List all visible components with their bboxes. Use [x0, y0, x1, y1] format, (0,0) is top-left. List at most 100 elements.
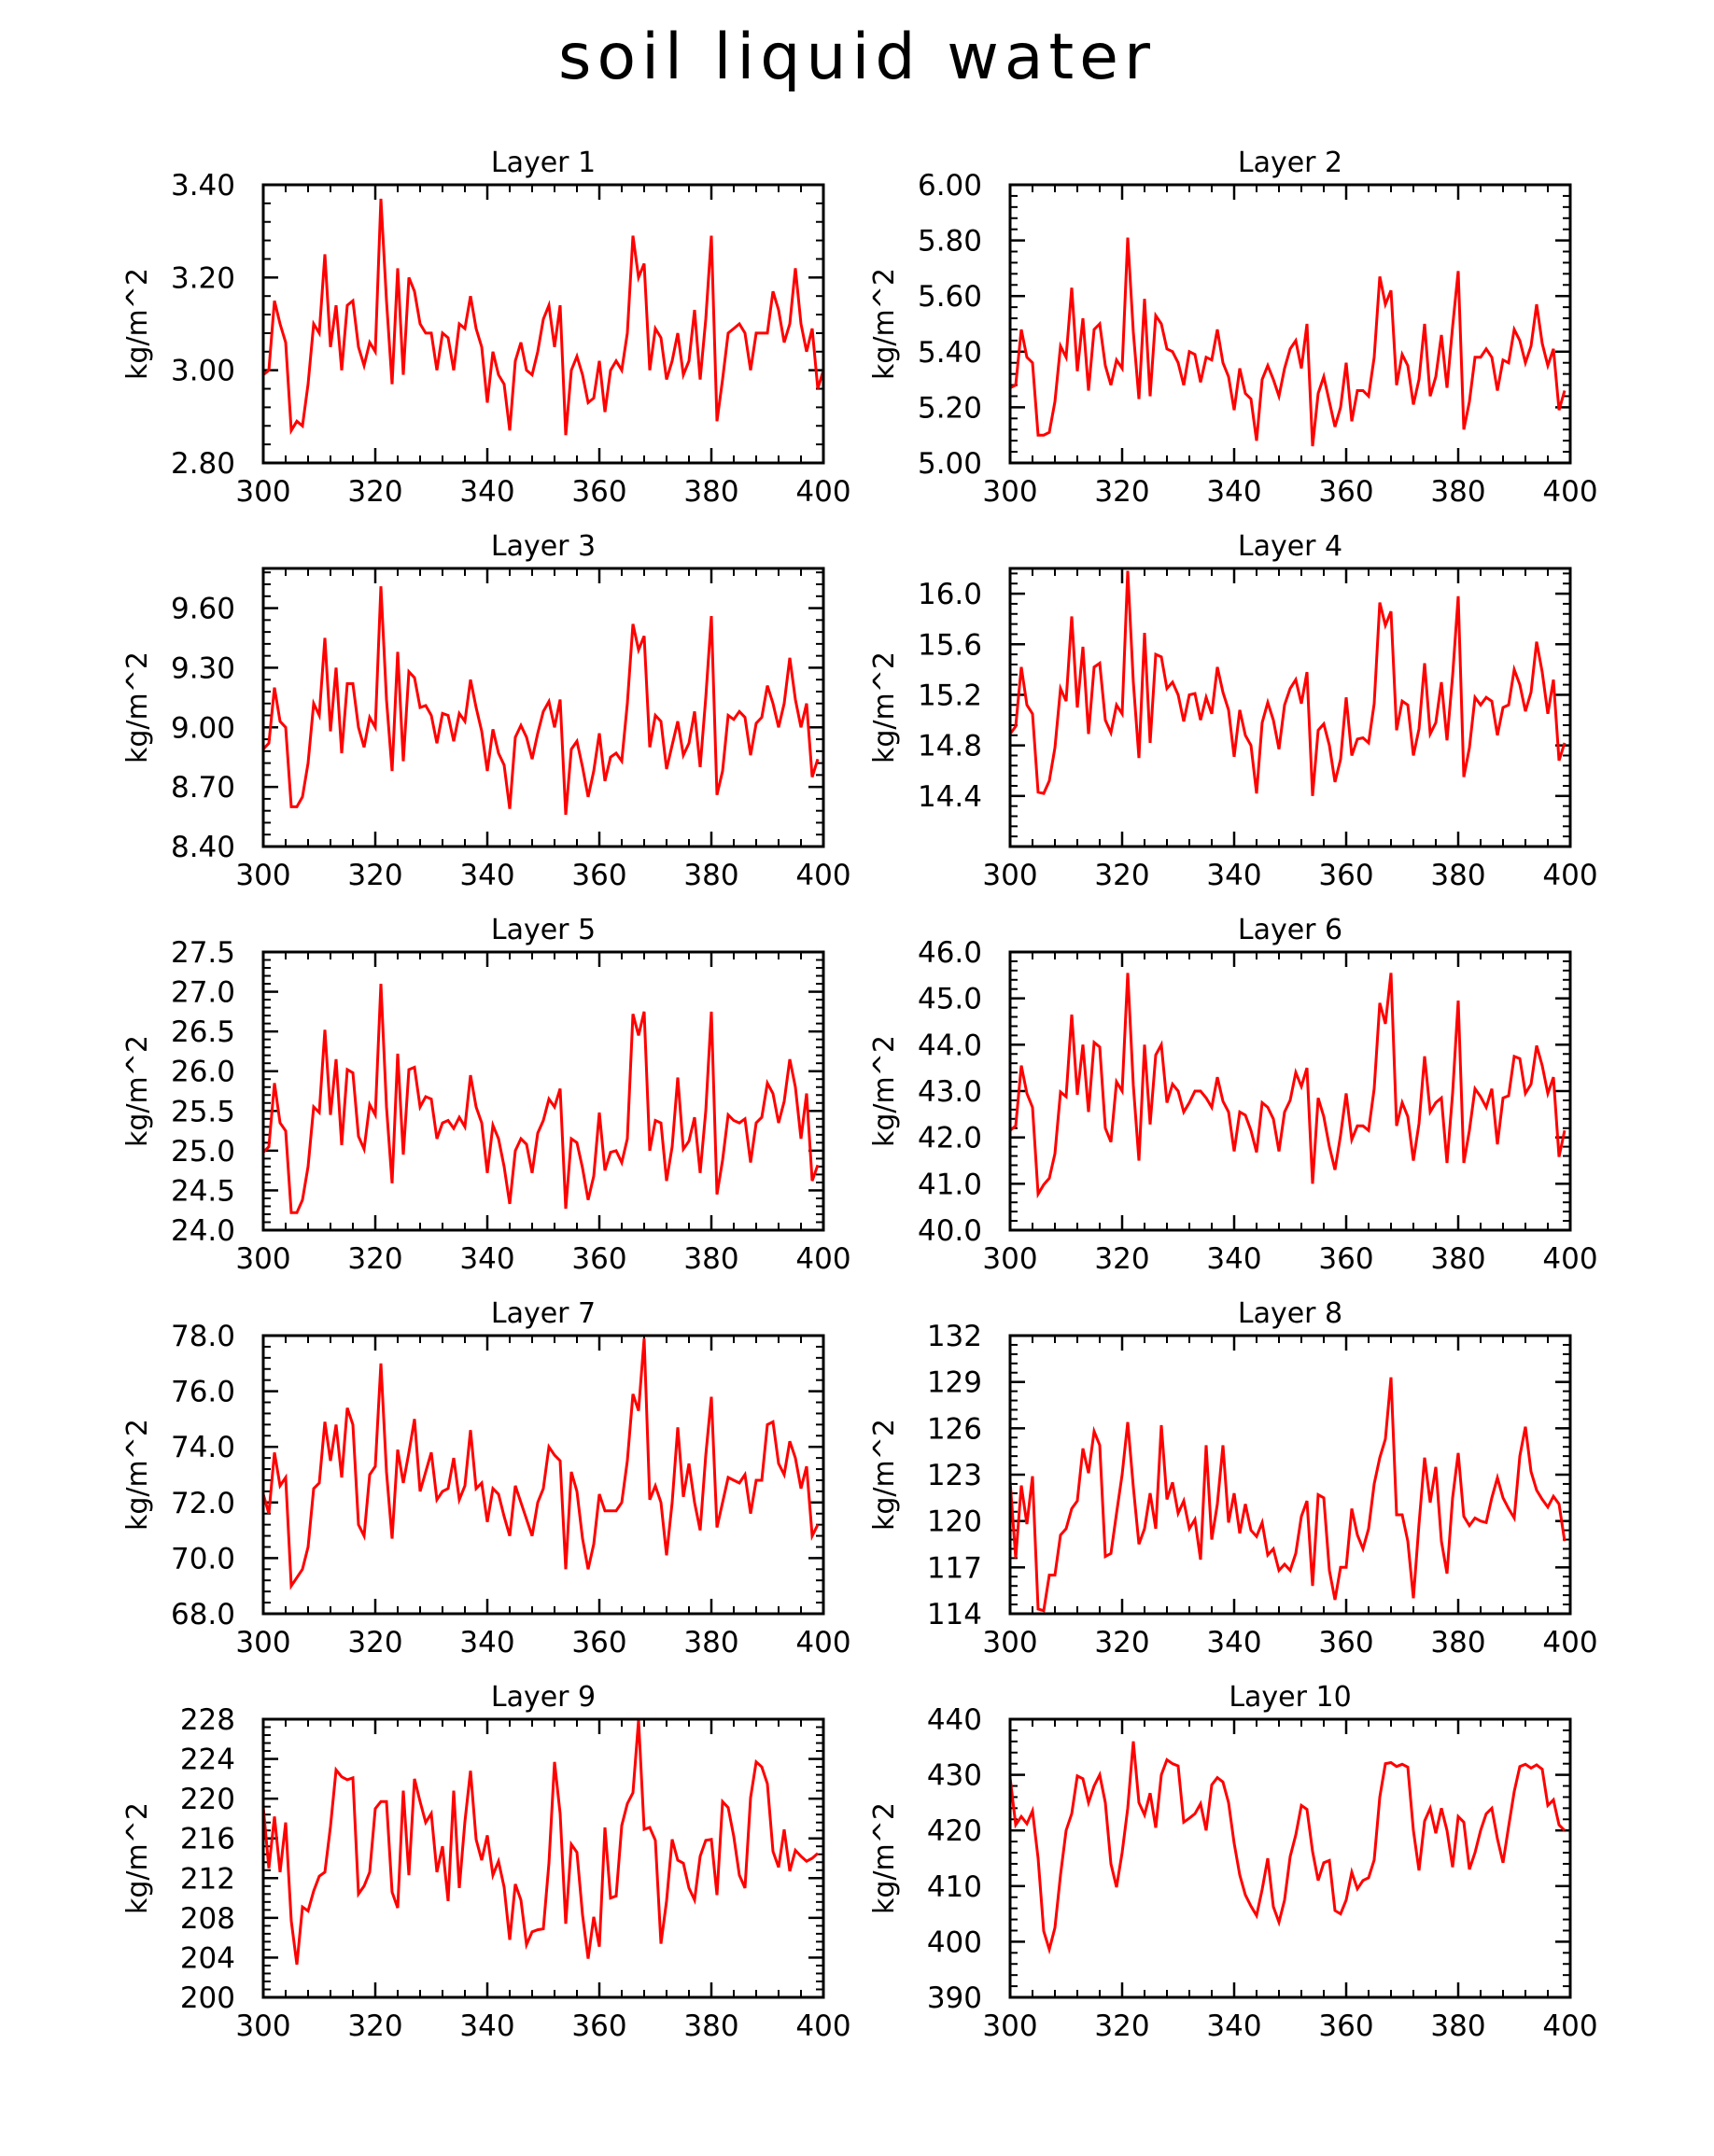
y-tick-label: 42.0 — [918, 1122, 982, 1155]
chart-panel-9: Layer 9 kg/m^2 300 320 340 360 380 400 200 204 208… — [121, 1681, 851, 2043]
chart-panel-7: Layer 7 kg/m^2 300 320 340 360 380 400 68.0 70.0 7… — [121, 1297, 851, 1659]
y-tick-label: 9.60 — [171, 593, 235, 626]
x-tick-label: 300 — [235, 1626, 290, 1659]
x-tick-label: 340 — [1206, 859, 1261, 892]
series-line — [1008, 1377, 1566, 1613]
y-tick-label: 43.0 — [918, 1075, 982, 1109]
x-tick-label: 300 — [982, 1242, 1037, 1276]
x-tick-label: 400 — [1542, 1242, 1597, 1276]
chart-panel-8: Layer 8 kg/m^2 300 320 340 360 380 400 114 117 120… — [868, 1297, 1598, 1659]
series-line — [1009, 973, 1566, 1199]
x-tick-label: 340 — [1206, 475, 1261, 509]
y-tick-label: 126 — [927, 1412, 982, 1446]
plot-frame — [261, 950, 825, 1232]
x-tick-label: 300 — [982, 2009, 1037, 2043]
y-tick-label: 41.0 — [918, 1168, 982, 1201]
x-tick-label: 380 — [1430, 2009, 1485, 2043]
x-tick-label: 320 — [1094, 1242, 1149, 1276]
y-tick-label: 70.0 — [171, 1542, 235, 1575]
x-tick-label: 360 — [571, 475, 626, 509]
y-tick-label: 16.0 — [918, 578, 982, 611]
x-tick-label: 400 — [795, 1626, 850, 1659]
y-axis-label: kg/m^2 — [868, 1035, 901, 1147]
y-tick-label: 410 — [927, 1870, 982, 1904]
y-axis-label: kg/m^2 — [868, 1419, 901, 1531]
y-tick-label: 25.5 — [171, 1095, 235, 1128]
x-tick-label: 320 — [347, 2009, 402, 2043]
series-line — [1008, 570, 1566, 796]
series-line — [261, 984, 820, 1214]
y-tick-label: 26.0 — [171, 1056, 235, 1089]
y-tick-label: 220 — [180, 1783, 235, 1816]
x-tick-label: 340 — [459, 859, 514, 892]
y-tick-label: 44.0 — [918, 1029, 982, 1062]
y-tick-label: 8.70 — [171, 771, 235, 805]
y-tick-label: 129 — [927, 1366, 982, 1400]
y-tick-label: 3.40 — [171, 169, 235, 203]
panel-title: Layer 6 — [1238, 914, 1342, 946]
x-tick-label: 320 — [1094, 475, 1149, 509]
chart-panel-3: Layer 3 kg/m^2 300 320 340 360 380 400 8.40 8.70 9… — [121, 530, 851, 892]
y-tick-label: 6.00 — [918, 169, 982, 203]
y-tick-label: 5.20 — [918, 391, 982, 425]
x-tick-label: 360 — [571, 859, 626, 892]
plot-frame — [1008, 567, 1572, 848]
y-tick-label: 132 — [927, 1320, 982, 1353]
x-tick-label: 400 — [1542, 2009, 1597, 2043]
x-tick-label: 360 — [1318, 1626, 1373, 1659]
y-tick-label: 3.00 — [171, 355, 235, 388]
x-tick-label: 380 — [1430, 1242, 1485, 1276]
x-tick-label: 320 — [1094, 859, 1149, 892]
x-tick-label: 400 — [1542, 1626, 1597, 1659]
x-tick-label: 300 — [982, 859, 1037, 892]
x-tick-label: 340 — [459, 2009, 514, 2043]
y-tick-label: 24.0 — [171, 1214, 235, 1248]
x-tick-label: 340 — [1206, 2009, 1261, 2043]
series-line — [1009, 237, 1566, 447]
x-tick-label: 340 — [1206, 1626, 1261, 1659]
chart-panel-6: Layer 6 kg/m^2 300 320 340 360 380 400 40.0 41.0 4… — [868, 914, 1598, 1276]
y-tick-label: 15.6 — [918, 628, 982, 662]
y-axis-label: kg/m^2 — [121, 651, 154, 763]
y-tick-label: 5.60 — [918, 280, 982, 314]
figure-title: soil liquid water — [558, 21, 1156, 94]
y-tick-label: 120 — [927, 1505, 982, 1539]
series-line — [261, 1719, 819, 1966]
x-tick-label: 300 — [235, 1242, 290, 1276]
x-tick-label: 380 — [683, 2009, 738, 2043]
y-axis-label: kg/m^2 — [868, 268, 901, 380]
y-tick-label: 390 — [927, 1981, 982, 2015]
chart-panel-10: Layer 10 kg/m^2 300 320 340 360 380 400 390 400 41… — [868, 1681, 1598, 2043]
y-tick-label: 3.20 — [171, 261, 235, 295]
y-axis-label: kg/m^2 — [868, 1802, 901, 1914]
y-tick-label: 25.0 — [171, 1135, 235, 1169]
x-tick-label: 360 — [1318, 1242, 1373, 1276]
panel-title: Layer 2 — [1238, 147, 1342, 179]
x-tick-label: 380 — [683, 475, 738, 509]
plot-frame — [261, 1334, 825, 1616]
plot-frame — [261, 1717, 825, 1999]
x-tick-label: 320 — [347, 1626, 402, 1659]
x-tick-label: 400 — [795, 1242, 850, 1276]
x-tick-label: 360 — [571, 1242, 626, 1276]
x-tick-label: 380 — [683, 1626, 738, 1659]
x-tick-label: 300 — [235, 475, 290, 509]
plot-frame — [1008, 950, 1572, 1232]
y-tick-label: 208 — [180, 1902, 235, 1936]
y-axis-label: kg/m^2 — [121, 1419, 154, 1531]
y-axis-label: kg/m^2 — [121, 268, 154, 380]
x-tick-label: 320 — [347, 1242, 402, 1276]
y-tick-label: 5.40 — [918, 336, 982, 370]
x-tick-label: 380 — [683, 1242, 738, 1276]
y-tick-label: 5.00 — [918, 447, 982, 481]
y-tick-label: 72.0 — [171, 1487, 235, 1520]
chart-panel-4: Layer 4 kg/m^2 300 320 340 360 380 400 14.4 14.8 1… — [868, 530, 1598, 892]
x-tick-label: 360 — [571, 2009, 626, 2043]
y-tick-label: 440 — [927, 1703, 982, 1737]
plot-frame — [1008, 183, 1572, 465]
panel-title: Layer 3 — [491, 530, 596, 563]
y-tick-label: 224 — [180, 1743, 235, 1777]
x-tick-label: 340 — [459, 1626, 514, 1659]
panel-title: Layer 10 — [1229, 1681, 1351, 1714]
